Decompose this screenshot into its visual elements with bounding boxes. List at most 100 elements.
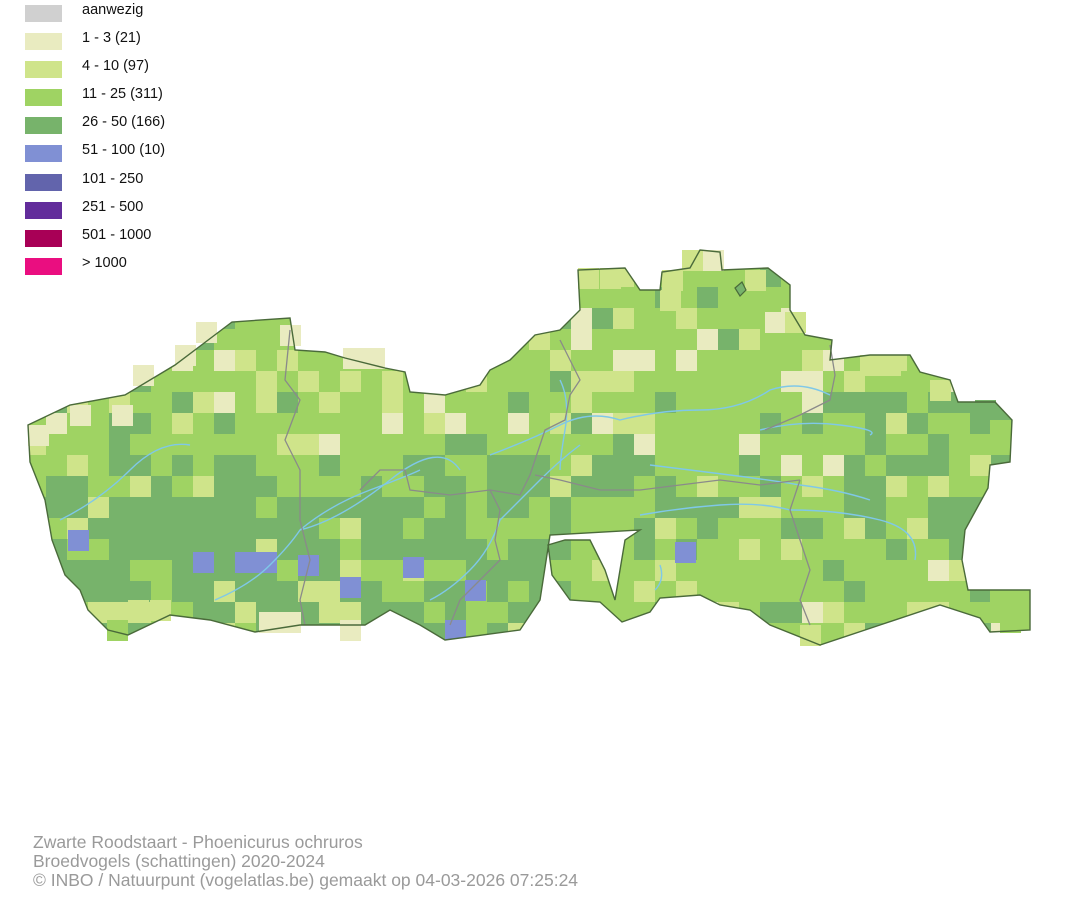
legend-label: 26 - 50 (166) xyxy=(82,114,166,130)
grid-cell xyxy=(760,644,781,645)
grid-cell xyxy=(529,371,550,392)
grid-cell xyxy=(109,539,130,560)
grid-cell xyxy=(424,476,445,497)
grid-cell xyxy=(424,497,445,518)
grid-cell xyxy=(256,455,277,476)
grid-cell xyxy=(382,539,403,560)
grid-cell xyxy=(802,266,823,287)
grid-cell xyxy=(550,560,571,581)
grid-cell xyxy=(298,287,319,308)
grid-cell xyxy=(403,350,424,371)
grid-cell xyxy=(235,308,256,329)
grid-cell xyxy=(466,287,487,308)
legend-label: 251 - 500 xyxy=(82,199,144,215)
grid-cell xyxy=(865,560,886,581)
grid-cell xyxy=(697,623,718,644)
grid-cell xyxy=(991,266,1012,287)
grid-cell xyxy=(550,287,571,308)
grid-cell xyxy=(487,350,508,371)
grid-cell xyxy=(28,308,46,329)
grid-cell xyxy=(361,266,382,287)
grid-cell xyxy=(529,497,550,518)
grid-cell xyxy=(172,476,193,497)
grid-cell xyxy=(235,434,256,455)
grid-cell-edge xyxy=(745,270,766,291)
grid-cell xyxy=(781,434,802,455)
grid-cell xyxy=(571,602,592,623)
grid-cell xyxy=(949,623,970,644)
grid-cell xyxy=(88,644,109,645)
grid-cell xyxy=(907,644,928,645)
grid-cell xyxy=(676,644,697,645)
grid-cell xyxy=(928,581,949,602)
grid-cell xyxy=(550,497,571,518)
grid-cell xyxy=(466,497,487,518)
grid-cell-edge xyxy=(990,420,1011,441)
grid-cell xyxy=(88,371,109,392)
grid-cell xyxy=(571,581,592,602)
grid-cell xyxy=(718,539,739,560)
grid-cell xyxy=(277,581,298,602)
legend-label: aanwezig xyxy=(82,2,144,18)
grid-cell xyxy=(382,329,403,350)
grid-cell xyxy=(718,623,739,644)
grid-cell xyxy=(214,434,235,455)
grid-cell xyxy=(886,329,907,350)
grid-cell xyxy=(949,434,970,455)
grid-cell xyxy=(67,329,88,350)
grid-cell xyxy=(529,287,550,308)
grid-cell xyxy=(634,250,655,266)
grid-cell xyxy=(907,434,928,455)
grid-cell-edge xyxy=(860,355,881,376)
grid-cell xyxy=(382,560,403,581)
grid-cell xyxy=(235,329,256,350)
grid-cell xyxy=(466,308,487,329)
grid-cell xyxy=(130,413,151,434)
grid-cell xyxy=(739,434,760,455)
grid-cell xyxy=(340,287,361,308)
grid-cell xyxy=(445,497,466,518)
grid-cell xyxy=(340,413,361,434)
grid-cell xyxy=(550,644,571,645)
grid-cell xyxy=(949,476,970,497)
grid-cell xyxy=(928,413,949,434)
grid-cell xyxy=(739,329,760,350)
grid-cell xyxy=(109,308,130,329)
grid-cell xyxy=(928,644,949,645)
grid-cell-high xyxy=(193,552,214,573)
grid-cell xyxy=(550,581,571,602)
grid-cell xyxy=(214,560,235,581)
grid-cell xyxy=(88,413,109,434)
grid-cell xyxy=(193,371,214,392)
grid-cell-high xyxy=(256,552,277,573)
grid-cell xyxy=(760,560,781,581)
grid-cell xyxy=(319,476,340,497)
grid-cell xyxy=(1012,308,1030,329)
grid-cell xyxy=(487,308,508,329)
grid-cell xyxy=(676,518,697,539)
grid-cell xyxy=(277,287,298,308)
grid-cell xyxy=(445,329,466,350)
grid-cell xyxy=(109,497,130,518)
legend-label: > 1000 xyxy=(82,255,127,271)
grid-cell xyxy=(886,518,907,539)
grid-cell xyxy=(928,250,949,266)
grid-cell xyxy=(907,455,928,476)
grid-cell xyxy=(487,497,508,518)
grid-cell xyxy=(550,329,571,350)
grid-cell xyxy=(907,581,928,602)
grid-cell xyxy=(214,497,235,518)
grid-cell xyxy=(697,518,718,539)
grid-cell xyxy=(949,266,970,287)
grid-cell xyxy=(487,250,508,266)
grid-cell xyxy=(487,644,508,645)
grid-cell xyxy=(277,644,298,645)
legend-swatch xyxy=(25,117,62,134)
grid-cell xyxy=(571,287,592,308)
grid-cell xyxy=(298,539,319,560)
grid-cell xyxy=(739,308,760,329)
grid-cell xyxy=(529,266,550,287)
grid-cell xyxy=(403,581,424,602)
grid-cell xyxy=(823,581,844,602)
